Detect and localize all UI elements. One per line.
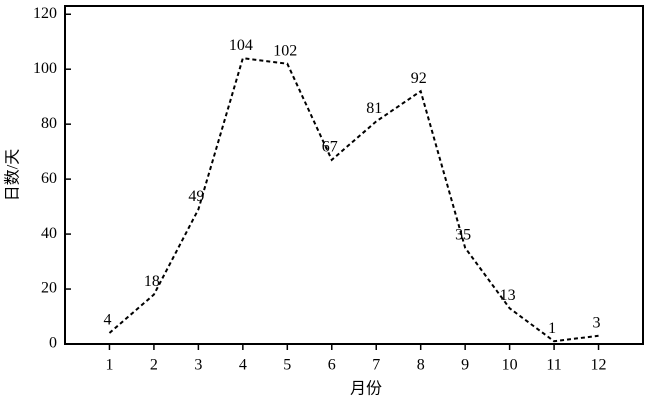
data-label: 81: [366, 100, 382, 117]
data-label: 102: [273, 42, 297, 59]
x-tick-label: 6: [328, 357, 336, 374]
data-label: 13: [500, 287, 516, 304]
x-tick-label: 9: [461, 357, 469, 374]
x-axis-label: 月份: [350, 380, 382, 398]
x-tick-label: 2: [150, 357, 158, 374]
x-tick-label: 1: [105, 357, 113, 374]
x-tick-label: 12: [591, 357, 607, 374]
x-tick-label: 3: [194, 357, 202, 374]
data-label: 67: [322, 139, 338, 156]
y-axis-label: 日数/天: [4, 149, 22, 201]
y-tick-label: 0: [49, 335, 57, 352]
x-tick-label: 5: [283, 357, 291, 374]
data-label: 92: [411, 70, 427, 87]
data-label: 104: [229, 37, 253, 54]
y-tick-label: 40: [41, 225, 57, 242]
data-label: 4: [103, 312, 111, 329]
data-label: 1: [548, 320, 556, 337]
x-tick-label: 11: [546, 357, 561, 374]
x-tick-label: 7: [372, 357, 380, 374]
y-tick-label: 60: [41, 170, 57, 187]
data-label: 49: [188, 188, 204, 205]
data-line: [108, 57, 599, 343]
x-tick-label: 10: [502, 357, 518, 374]
x-tick-label: 8: [417, 357, 425, 374]
data-label: 35: [455, 226, 471, 243]
y-tick-label: 20: [41, 280, 57, 297]
plot-frame: [64, 5, 644, 345]
x-tick-label: 4: [239, 357, 247, 374]
data-label: 18: [144, 273, 160, 290]
y-tick-label: 100: [33, 60, 57, 77]
y-tick-label: 120: [33, 5, 57, 22]
data-label: 3: [593, 314, 601, 331]
y-tick-label: 80: [41, 115, 57, 132]
